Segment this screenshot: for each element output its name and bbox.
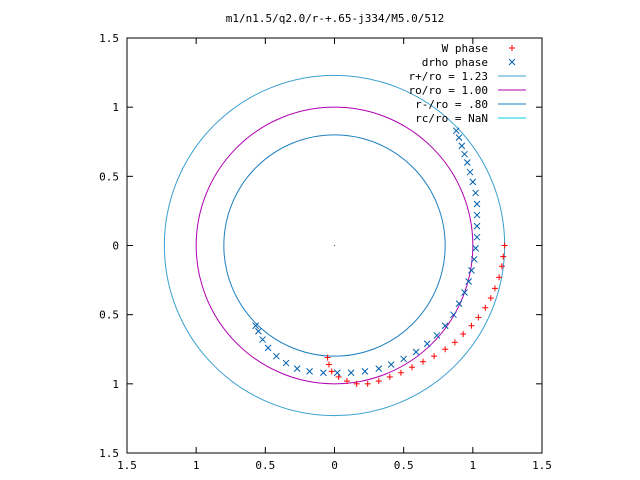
drho-phase-point bbox=[259, 336, 266, 343]
drho-phase-point bbox=[470, 255, 478, 263]
drho-phase-point bbox=[455, 134, 463, 141]
w-phase-point bbox=[335, 373, 342, 380]
w-phase-point bbox=[420, 358, 427, 365]
w-phase-point bbox=[451, 339, 458, 346]
drho-phase-point bbox=[455, 300, 463, 307]
drho-phase-point bbox=[473, 222, 481, 230]
x-tick-label: 1.5 bbox=[117, 459, 137, 472]
radius-circles bbox=[163, 74, 506, 417]
w-phase-point bbox=[475, 314, 482, 321]
y-tick-label: 0.5 bbox=[99, 309, 119, 322]
axis-ticks: 1.5 1 0.5 0 0.5 1 1.51.510.500.511.5 bbox=[99, 32, 552, 472]
w-phase-point bbox=[468, 322, 475, 329]
w-phase-point bbox=[386, 373, 393, 380]
w-phase-point bbox=[343, 378, 350, 385]
w-phase-point bbox=[500, 253, 507, 260]
legend-swatch bbox=[509, 45, 515, 51]
w-phase-point bbox=[328, 368, 335, 375]
w-phase-point bbox=[491, 285, 498, 292]
drho-phase-point bbox=[293, 365, 301, 372]
legend-label: W phase bbox=[442, 42, 488, 55]
x-tick-label: 1 bbox=[470, 459, 477, 472]
w-phase-point bbox=[460, 331, 467, 338]
drho-phase-point bbox=[423, 340, 431, 348]
x-tick-label: 0 bbox=[331, 459, 338, 472]
drho-phase-point bbox=[450, 311, 457, 319]
drho-phase-point bbox=[468, 267, 475, 274]
y-tick-label: 0 bbox=[112, 240, 119, 253]
drho-phase-point bbox=[255, 327, 262, 335]
circle-r-/ro = .80 bbox=[223, 134, 446, 357]
drho-phase-point bbox=[282, 359, 290, 367]
w-phase-point bbox=[397, 369, 404, 376]
drho-phase-point bbox=[441, 322, 449, 330]
w-phase-point bbox=[353, 380, 360, 387]
y-tick-label: 0.5 bbox=[99, 170, 119, 183]
drho-phase-point bbox=[320, 369, 327, 377]
data-markers bbox=[252, 127, 508, 387]
w-phase-point bbox=[496, 274, 503, 281]
origin-dot bbox=[333, 244, 336, 247]
w-phase-point bbox=[325, 361, 332, 368]
drho-phase-point bbox=[472, 189, 479, 197]
w-phase-point bbox=[375, 378, 382, 385]
legend-label: drho phase bbox=[422, 56, 488, 69]
drho-phase-point bbox=[273, 352, 280, 360]
x-tick-label: 1 bbox=[193, 459, 200, 472]
y-tick-label: 1.5 bbox=[99, 32, 119, 45]
drho-phase-point bbox=[469, 178, 477, 186]
drho-phase-point bbox=[473, 200, 481, 208]
drho-phase-point bbox=[472, 244, 479, 252]
drho-phase-point bbox=[333, 369, 341, 377]
legend-label: rc/ro = NaN bbox=[415, 112, 488, 125]
drho-phase-point bbox=[387, 361, 395, 368]
drho-phase-point bbox=[473, 211, 481, 219]
drho-phase-point bbox=[400, 355, 408, 363]
drho-phase-point bbox=[306, 368, 313, 375]
legend-label: r-/ro = .80 bbox=[415, 98, 488, 111]
legend-label: ro/ro = 1.00 bbox=[409, 84, 488, 97]
w-phase-point bbox=[408, 364, 415, 371]
drho-phase-point bbox=[461, 289, 468, 296]
w-phase-point bbox=[482, 304, 489, 311]
w-phase-point bbox=[364, 380, 371, 387]
legend-label: r+/ro = 1.23 bbox=[409, 70, 488, 83]
x-tick-label: 0.5 bbox=[255, 459, 275, 472]
drho-phase-point bbox=[463, 159, 471, 166]
legend-swatch bbox=[508, 58, 516, 66]
y-tick-label: 1 bbox=[112, 378, 119, 391]
w-phase-point bbox=[501, 242, 508, 249]
chart-title: m1/n1.5/q2.0/r-+.65-j334/M5.0/512 bbox=[226, 12, 445, 25]
w-phase-point bbox=[487, 295, 494, 302]
x-tick-label: 1.5 bbox=[532, 459, 552, 472]
drho-phase-point bbox=[458, 142, 466, 150]
w-phase-point bbox=[498, 263, 505, 270]
drho-phase-point bbox=[252, 322, 260, 330]
drho-phase-point bbox=[361, 368, 369, 375]
y-tick-label: 1.5 bbox=[99, 447, 119, 460]
w-phase-point bbox=[442, 346, 449, 353]
drho-phase-point bbox=[466, 168, 474, 176]
drho-phase-point bbox=[264, 344, 272, 352]
drho-phase-point bbox=[412, 348, 420, 356]
w-phase-point bbox=[324, 354, 331, 361]
drho-phase-point bbox=[452, 127, 460, 135]
drho-phase-point bbox=[433, 332, 441, 339]
drho-phase-point bbox=[465, 278, 473, 285]
drho-phase-point bbox=[473, 233, 481, 241]
y-tick-label: 1 bbox=[112, 101, 119, 114]
drho-phase-point bbox=[347, 369, 355, 377]
w-phase-point bbox=[431, 353, 438, 360]
drho-phase-point bbox=[375, 365, 383, 372]
drho-phase-point bbox=[461, 150, 468, 158]
x-tick-label: 0.5 bbox=[394, 459, 414, 472]
